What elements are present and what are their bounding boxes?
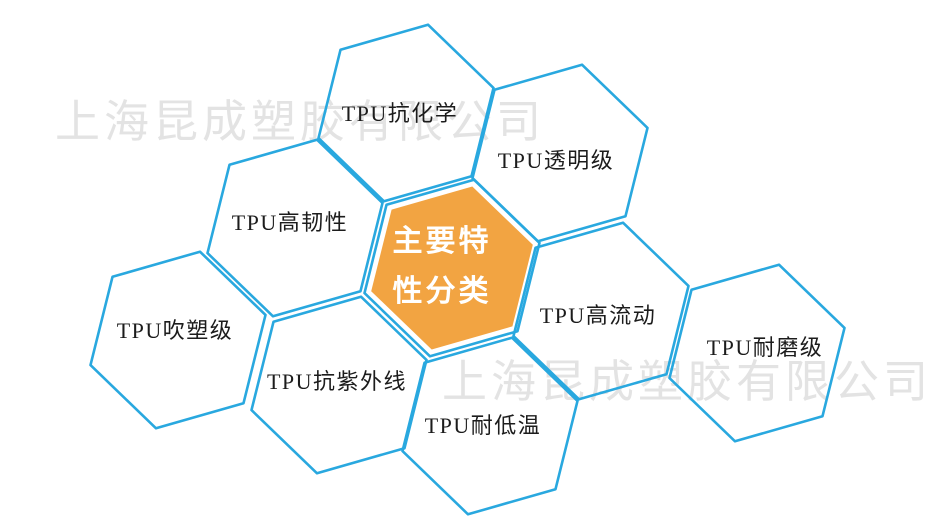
label-tpu-chemical-resistant: TPU抗化学: [342, 101, 459, 126]
label-tpu-wear-resistant-grade: TPU耐磨级: [707, 335, 824, 360]
center-label-line2: 性分类: [393, 275, 492, 308]
hexagon-tpu-low-temperature: [401, 336, 579, 516]
label-tpu-low-temperature: TPU耐低温: [425, 413, 542, 438]
hexagon-center-outline: [363, 178, 541, 358]
label-tpu-high-flow: TPU高流动: [540, 303, 657, 328]
label-tpu-blow-molding-grade: TPU吹塑级: [117, 318, 234, 343]
label-tpu-uv-resistant: TPU抗紫外线: [267, 369, 407, 394]
hexagon-group: [89, 23, 846, 516]
hexagon-tpu-high-flow: [512, 221, 690, 401]
hexagon-tpu-blow-molding-grade: [89, 250, 267, 430]
hexagon-center-fill: [371, 186, 533, 350]
hexagon-tpu-transparent-grade: [471, 63, 649, 243]
hexagon-tpu-wear-resistant-grade: [668, 263, 846, 443]
center-label-line1: 主要特: [393, 225, 492, 258]
label-tpu-high-toughness: TPU高韧性: [232, 210, 349, 235]
watermark-top: 上海昆成塑胶有限公司: [55, 96, 545, 147]
watermark-bottom: 上海昆成塑胶有限公司: [442, 356, 932, 407]
label-group: TPU抗化学 TPU透明级 TPU高韧性 TPU吹塑级 TPU抗紫外线 TPU耐…: [117, 101, 824, 438]
hexagon-tpu-chemical-resistant: [317, 23, 495, 203]
label-tpu-transparent-grade: TPU透明级: [498, 148, 615, 173]
hexagon-tpu-high-toughness: [206, 138, 384, 318]
